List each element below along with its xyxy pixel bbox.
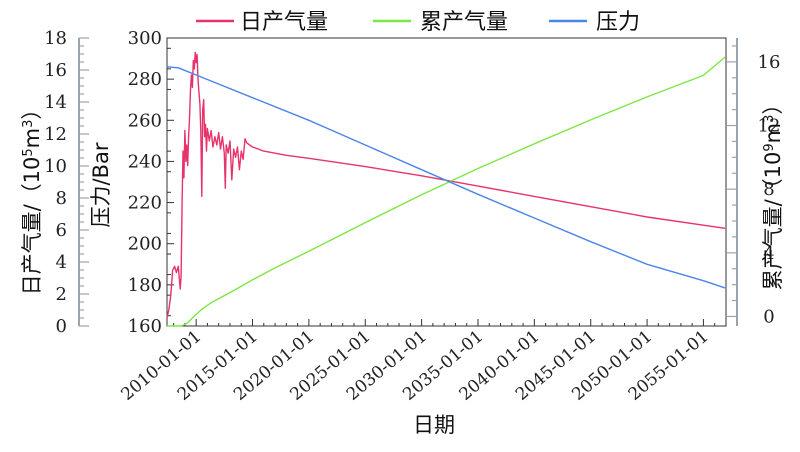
series-line-2	[167, 56, 726, 327]
axis-titles: 日期 日产气量/（105m3） 压力/Bar 累产气量/（109m3）	[20, 94, 785, 437]
daily-gas-tick-label: 14	[44, 92, 67, 113]
daily-gas-tick-label: 10	[44, 156, 67, 177]
pressure-tick-label: 260	[128, 110, 162, 131]
cumulative-gas-axis-title: 累产气量/（109m3）	[761, 94, 785, 291]
cumulative-gas-tick-label: 16	[758, 52, 781, 73]
daily-gas-tick-label: 2	[56, 284, 67, 305]
cumulative-gas-tick-label: 0	[763, 306, 774, 327]
daily-gas-tick-label: 0	[56, 316, 67, 337]
pressure-tick-label: 180	[128, 275, 162, 296]
pressure-axis-title: 压力/Bar	[89, 142, 113, 227]
daily-gas-axis-title: 日产气量/（105m3）	[20, 99, 44, 296]
legend-label-1: 日产气量	[240, 10, 328, 35]
daily-gas-tick-label: 4	[56, 252, 67, 273]
legend-label-3: 压力	[596, 10, 640, 35]
series-group	[166, 51, 726, 327]
daily-gas-tick-label: 12	[44, 124, 67, 145]
pressure-tick-label: 220	[128, 193, 162, 214]
daily-gas-tick-label: 8	[56, 188, 67, 209]
pressure-tick-label: 280	[128, 69, 162, 90]
series-line-1	[166, 51, 726, 318]
daily-gas-tick-label: 18	[44, 28, 67, 49]
daily-gas-tick-label: 16	[44, 60, 67, 81]
legend-label-2: 累产气量	[420, 10, 508, 35]
cumulative-gas-tick-label: 12	[758, 116, 781, 137]
pressure-tick-label: 300	[128, 28, 162, 49]
cumulative-gas-tick-label: 8	[763, 179, 774, 200]
x-axis-title: 日期	[413, 413, 455, 437]
legend: 日产气量 累产气量 压力	[196, 10, 640, 35]
pressure-tick-label: 200	[128, 234, 162, 255]
pressure-tick-label: 160	[128, 316, 162, 337]
axes-group: 0 2 4 6 8 10 12 14 16 18 160 180 200 220 240 260 280 300 0…	[44, 28, 780, 405]
plot-frame	[166, 37, 727, 327]
cumulative-gas-tick-label: 4	[763, 243, 774, 264]
daily-gas-tick-label: 6	[56, 220, 67, 241]
pressure-tick-label: 240	[128, 151, 162, 172]
series-line-3	[166, 66, 726, 289]
